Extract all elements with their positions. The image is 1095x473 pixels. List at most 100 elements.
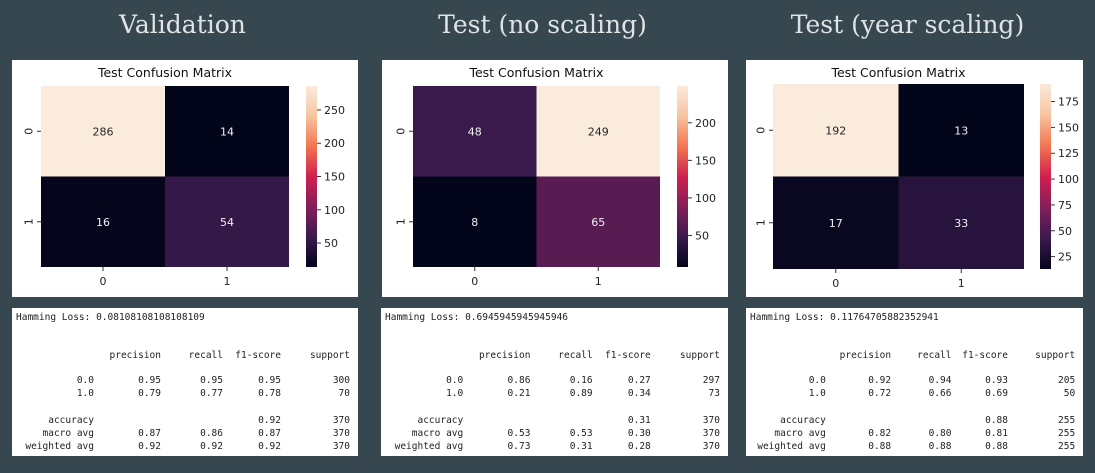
colorbar [677,86,688,267]
heatmap-cell [898,176,1024,269]
x-tick-label: 1 [595,275,602,288]
report-header: support [680,350,720,361]
chart-title: Test Confusion Matrix [97,65,232,80]
report-cell: 297 [703,375,720,386]
confusion-matrix-card: Test Confusion Matrix 192 13 17 33 0 1 0 1 25 50 75… [746,60,1083,297]
colorbar-tick-label: 100 [1058,173,1079,186]
report-cell: 0.93 [985,375,1008,386]
report-cell: 370 [333,428,350,439]
heatmap-cell [773,84,899,177]
report-cell: 0.92 [258,415,281,426]
colorbar-tick-label: 200 [324,137,345,150]
classification-report: Hamming Loss: 0.11764705882352941 precisi… [750,312,1076,452]
chart-title: Test Confusion Matrix [830,65,965,80]
report-cell: 73 [709,388,720,399]
cell-value-label: 33 [954,217,968,230]
report-cell: 0.95 [200,375,223,386]
cell-value-label: 14 [220,125,234,138]
x-tick-label: 0 [832,277,839,290]
report-cell: 0.80 [929,428,952,439]
colorbar-tick-label: 50 [695,229,709,242]
heatmap-cell [413,86,537,177]
y-tick-label: 1 [23,218,36,225]
report-header: support [310,350,350,361]
report-summary-label: accuracy [48,415,94,426]
cell-value-label: 13 [954,124,968,137]
cell-value-label: 286 [93,125,114,138]
report-cell: 0.81 [985,428,1008,439]
y-tick-label: 1 [395,218,408,225]
report-cell: 0.92 [868,375,891,386]
panel-heading: Validation [119,10,246,39]
report-cell: 0.92 [138,441,161,452]
report-row-label: 0.0 [446,375,463,386]
heatmap-cell [536,86,660,177]
report-cell: 50 [1064,388,1076,399]
x-tick-label: 0 [471,275,478,288]
report-cell: 0.95 [258,375,281,386]
colorbar-tick-label: 175 [1058,96,1079,109]
heatmap-cell [41,176,165,267]
report-summary-label: macro avg [43,428,94,439]
report-cell: 370 [333,441,350,452]
colorbar [306,86,317,267]
panel-heading: Test (no scaling) [438,10,647,39]
x-tick-label: 1 [958,277,965,290]
heatmap-cell [165,176,289,267]
y-tick-label: 0 [395,128,408,135]
report-summary-label: accuracy [780,415,826,426]
hamming-loss-text: Hamming Loss: 0.08108108108108109 [16,312,205,323]
report-cell: 0.72 [868,388,891,399]
report-cell: 0.88 [985,415,1008,426]
report-header: precision [479,350,530,361]
cell-value-label: 54 [220,216,234,229]
report-cell: 205 [1058,375,1075,386]
y-tick-label: 0 [755,127,768,134]
panel-heading: Test (year scaling) [790,10,1025,39]
report-cell: 0.34 [628,388,651,399]
report-cell: 0.30 [628,428,651,439]
report-header: recall [189,350,223,361]
report-cell: 0.94 [929,375,952,386]
report-header: f1-score [235,350,281,361]
report-summary-label: macro avg [774,428,825,439]
report-cell: 0.31 [628,415,651,426]
colorbar-tick-label: 100 [695,192,716,205]
report-cell: 0.95 [138,375,161,386]
colorbar-tick-label: 75 [1058,199,1072,212]
report-cell: 0.16 [570,375,593,386]
classification-report: Hamming Loss: 0.08108108108108109 precisi… [16,312,351,452]
report-summary-label: macro avg [412,428,463,439]
report-header: precision [840,350,891,361]
report-row-label: 0.0 [809,375,826,386]
report-cell: 0.66 [929,388,952,399]
report-cell: 370 [703,415,720,426]
report-cell: 0.88 [929,441,952,452]
colorbar-tick-label: 100 [324,204,345,217]
report-cell: 370 [703,441,720,452]
report-cell: 0.53 [570,428,593,439]
report-summary-label: weighted avg [25,441,94,452]
report-cell: 0.31 [570,441,593,452]
colorbar-tick-label: 25 [1058,251,1072,264]
colorbar [1040,84,1051,269]
hamming-loss-text: Hamming Loss: 0.11764705882352941 [750,312,939,323]
report-cell: 255 [1058,428,1075,439]
report-header: recall [917,350,951,361]
cell-value-label: 192 [825,124,846,137]
heatmap-cell [41,86,165,177]
classification-report: Hamming Loss: 0.6945945945945946 precisio… [385,312,720,452]
cell-value-label: 65 [591,216,605,229]
report-cell: 70 [339,388,351,399]
report-cell: 0.88 [868,441,891,452]
report-cell: 0.87 [258,428,281,439]
report-row-label: 1.0 [809,388,826,399]
report-cell: 0.78 [258,388,281,399]
report-cell: 0.88 [985,441,1008,452]
report-cell: 370 [703,428,720,439]
report-cell: 0.28 [628,441,651,452]
y-tick-label: 0 [23,128,36,135]
